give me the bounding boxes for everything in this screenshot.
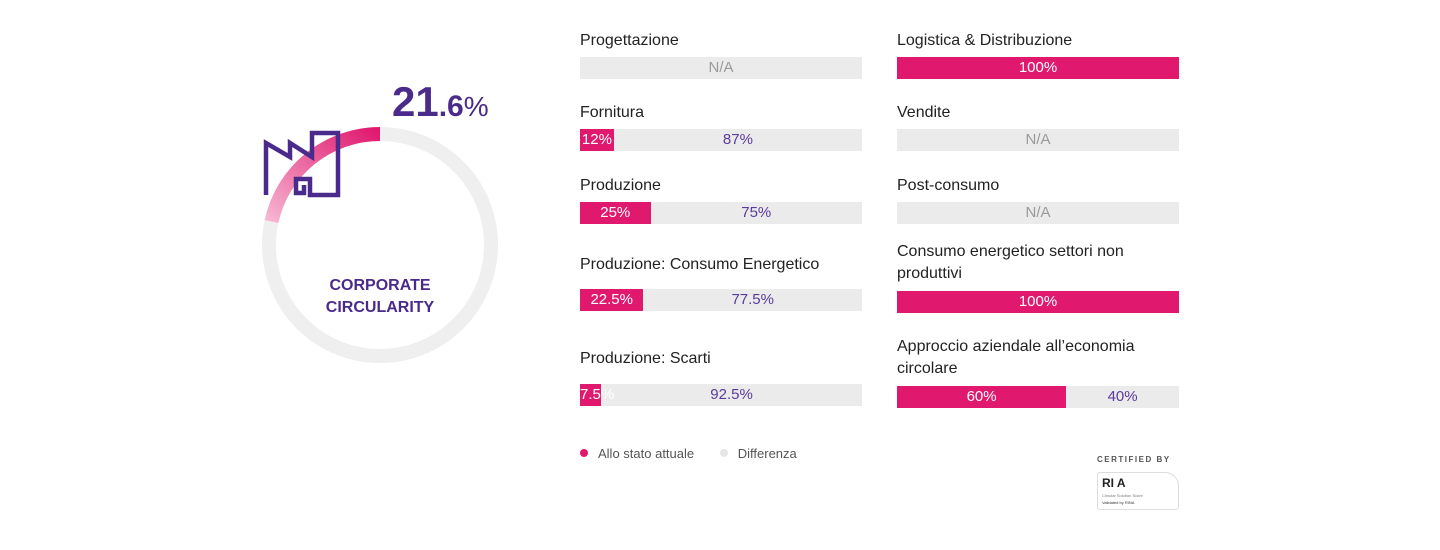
metric-fill-bar [580,384,602,406]
metric-fill-bar [897,291,1179,313]
rina-logo-validated: Validated by RINA [1102,500,1135,505]
metric-bar: 22.5% 77.5% [580,289,862,311]
metric-bar: N/A [897,202,1179,224]
metric-10: Approccio aziendale all’economia circola… [897,336,1179,408]
metric-label: Consumo energetico settori non produttiv… [897,243,1124,282]
metric-label: Produzione [580,177,661,194]
metric-bar: 60% 40% [897,386,1179,408]
metric-bar: 100% [897,291,1179,313]
metric-3: Produzione 25% 75% [580,175,862,224]
certification-badge: CERTIFIED BY RI A Circular Solution Scor… [1097,455,1181,510]
metric-value-label: 25% [600,204,631,221]
legend-label-difference: Differenza [737,446,797,461]
metric-bar: N/A [580,57,862,79]
metric-fill-bar [580,289,644,311]
metric-bar: N/A [897,129,1179,151]
metric-na-label: N/A [1025,204,1051,221]
certified-by-title: CERTIFIED BY [1097,455,1171,464]
rina-logo-subtitle: Circular Solution Score [1102,493,1143,498]
score-integer: 21 [392,78,439,125]
metric-difference-label: 75% [741,204,772,221]
metric-8: Post-consumo N/A [897,175,1179,224]
metric-value-label: 7.5% [580,386,615,403]
metric-label: Logistica & Distribuzione [897,32,1073,49]
metric-7: Vendite N/A [897,102,1179,151]
gauge-label-line1: CORPORATE [329,277,431,294]
metric-value-label: 60% [966,388,997,405]
legend-item-current: Allo stato attuale [580,446,694,461]
metric-label: Produzione: Consumo Energetico [580,256,820,273]
metric-fill-bar [897,57,1179,79]
metric-label: Vendite [897,104,951,121]
metric-bar: 25% 75% [580,202,862,224]
rina-logo-box: RI A Circular Solution Score Validated b… [1097,472,1179,510]
metric-bar: 100% [897,57,1179,79]
legend-dot-current-icon [580,449,588,457]
metric-difference-label: 40% [1107,388,1138,405]
total-score: 21.6% [392,78,489,126]
score-percent-sign: % [463,91,489,122]
gauge-label-line2: CIRCULARITY [325,299,435,316]
factory-icon [263,130,341,198]
legend: Allo stato attuale Differenza [580,446,819,461]
metric-value-label: 100% [1018,59,1058,76]
metric-label: Approccio aziendale all’economia circola… [897,338,1135,377]
metric-na-label: N/A [708,59,734,76]
circularity-gauge: CORPORATE CIRCULARITY [260,125,500,365]
metric-label: Post-consumo [897,177,1000,194]
score-decimal: .6 [438,90,464,123]
metric-fill-bar [897,386,1067,408]
metric-label: Progettazione [580,32,679,49]
metric-fill-bar [580,129,614,151]
gauge-label: CORPORATE CIRCULARITY [260,275,500,319]
metric-fill-bar [580,202,651,224]
metric-2: Fornitura 12% 87% [580,102,862,151]
legend-item-difference: Differenza [719,446,797,461]
metric-value-label: 12% [581,131,612,148]
metric-difference-label: 77.5% [731,291,774,308]
metric-6: Logistica & Distribuzione 100% [897,30,1179,79]
metric-na-label: N/A [1025,131,1051,148]
metric-bar: 12% 87% [580,129,862,151]
rina-logo-icon: RI A [1102,476,1126,490]
metric-4: Produzione: Consumo Energetico 22.5% 77.5% [580,254,862,311]
metric-value-label: 22.5% [590,291,633,308]
legend-dot-difference-icon [719,449,728,457]
metric-label: Produzione: Scarti [580,350,711,367]
metric-difference-label: 87% [722,131,753,148]
metric-5: Produzione: Scarti 7.5% 92.5% [580,348,862,406]
metric-difference-label: 92.5% [710,386,753,403]
metric-value-label: 100% [1018,293,1058,310]
legend-label-current: Allo stato attuale [598,446,695,461]
metric-bar: 7.5% 92.5% [580,384,862,406]
metric-1: Progettazione N/A [580,30,862,79]
metric-label: Fornitura [580,104,645,121]
metric-9: Consumo energetico settori non produttiv… [897,241,1179,313]
